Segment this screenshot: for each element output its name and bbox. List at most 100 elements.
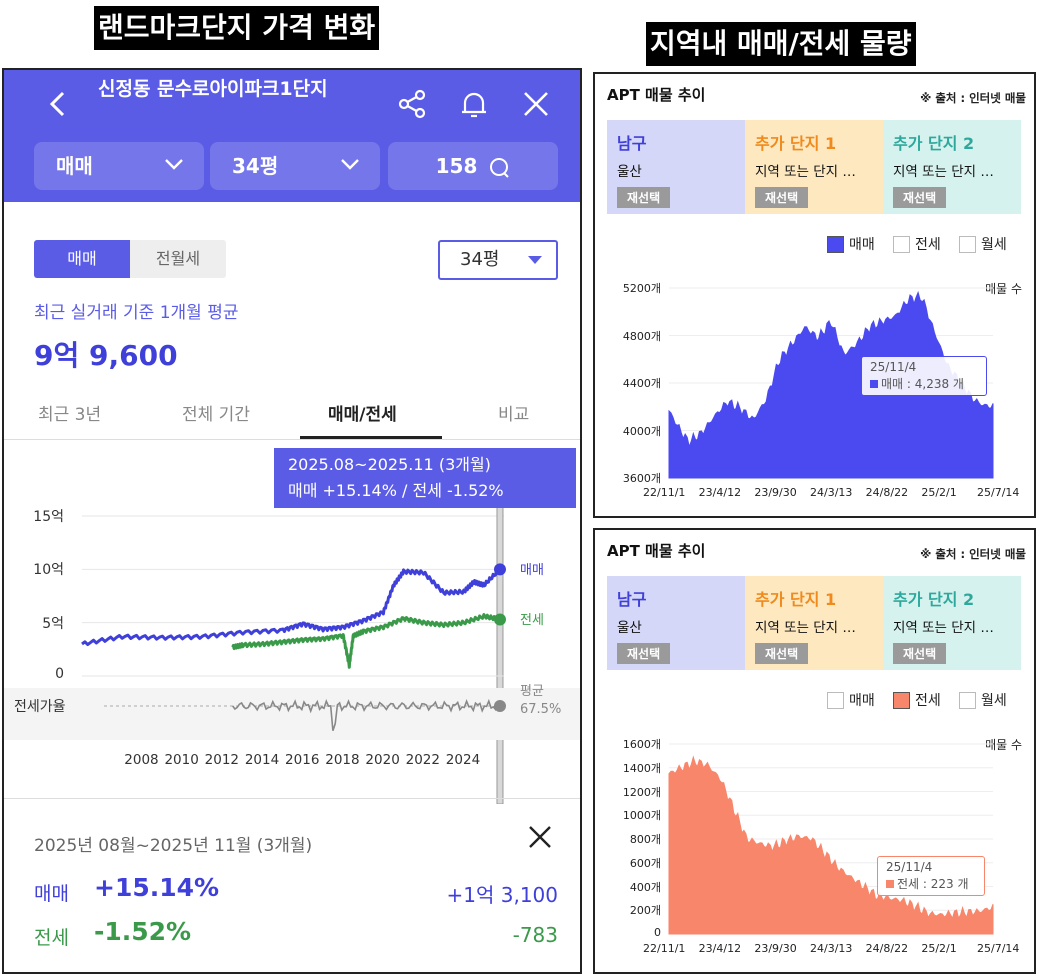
- trade-type-value: 매매: [56, 154, 93, 178]
- y-tick-label: 3600개: [622, 472, 661, 485]
- panel-title: APT 매물 추이: [607, 86, 706, 104]
- trade-type-select[interactable]: 매매: [34, 142, 204, 190]
- tab-sale-rent[interactable]: 매매/전세: [328, 405, 397, 425]
- x-tick-label: 25/7/14: [977, 942, 1020, 955]
- legend-checkbox[interactable]: [959, 691, 976, 709]
- x-tick-label: 22/11/1: [643, 942, 686, 955]
- region-cell-title: 남구: [617, 590, 647, 609]
- y-axis-label: 매물 수: [985, 282, 1022, 296]
- x-tick-label: 2020: [365, 752, 400, 768]
- legend-1[interactable]: 전세: [893, 234, 941, 254]
- comments-button[interactable]: 158: [388, 142, 558, 190]
- summary-rent-amount: -783: [512, 923, 558, 947]
- legend-checkbox[interactable]: [893, 235, 910, 253]
- reselect-button[interactable]: 재선택: [893, 643, 947, 664]
- chart-cursor: [496, 503, 504, 804]
- legend-2[interactable]: 월세: [959, 234, 1007, 254]
- avg-price: 9억 9,600: [34, 339, 178, 372]
- reselect-button[interactable]: 재선택: [617, 643, 671, 664]
- ratio-end-point: [493, 700, 506, 712]
- summary-sale-label: 매매: [34, 883, 69, 905]
- reselect-button[interactable]: 재선택: [755, 187, 809, 208]
- add-complex-1-cell-sub: 지역 또는 단지 …: [755, 164, 856, 180]
- tooltip-swatch: [870, 380, 878, 388]
- summary-rent-label: 전세: [34, 927, 69, 949]
- legend-checkbox[interactable]: [827, 691, 844, 709]
- close-icon[interactable]: [516, 84, 556, 124]
- size-select[interactable]: 34평: [210, 142, 380, 190]
- x-tick-label: 22/11/1: [643, 486, 686, 499]
- tab-compare[interactable]: 비교: [498, 405, 530, 425]
- rent-price-line: [231, 613, 501, 669]
- rent-listing-panel: APT 매물 추이 ※ 출처 : 인터넷 매물 남구 울산 재선택 추가 단지 1 지역 또…: [593, 528, 1036, 974]
- x-tick-label: 2012: [204, 752, 240, 768]
- summary-rent-pct: -1.52%: [94, 917, 192, 946]
- y-tick-label: 800개: [629, 833, 661, 846]
- size-dropdown[interactable]: 34평: [438, 240, 558, 280]
- tooltip-swatch: [886, 880, 894, 888]
- tooltip-period: 2025.08~2025.11 (3개월): [288, 455, 491, 474]
- close-summary-icon[interactable]: [528, 825, 556, 853]
- apartment-price-app: 신정동 문수로아이파크1단지 매매 34평 158 매매 전월세 34평 최근 …: [2, 68, 582, 974]
- tooltip-value: 전세 : 223 개: [897, 877, 969, 891]
- x-tick-label: 24/3/13: [810, 942, 853, 955]
- tooltip-change: 매매 +15.14% / 전세 -1.52%: [288, 481, 504, 500]
- chevron-down-icon: [341, 159, 359, 170]
- reselect-button[interactable]: 재선택: [755, 643, 809, 664]
- add-complex-1-cell-title: 추가 단지 1: [755, 590, 837, 609]
- tab-recent-3y[interactable]: 최근 3년: [38, 405, 102, 425]
- legend-checkbox[interactable]: [959, 235, 976, 253]
- tooltip-date: 25/11/4: [870, 360, 917, 374]
- legend-1[interactable]: 전세: [893, 690, 941, 710]
- x-tick-label: 24/8/22: [865, 942, 909, 955]
- sale-price-line-label: 매매: [520, 563, 544, 579]
- add-complex-2-cell-sub: 지역 또는 단지 …: [893, 164, 994, 180]
- y-tick-label: 0: [55, 666, 64, 682]
- y-tick-label: 4400개: [622, 377, 661, 390]
- rent-price-line-end-point: [493, 613, 506, 626]
- reselect-button[interactable]: 재선택: [893, 187, 947, 208]
- bell-icon[interactable]: [454, 84, 494, 124]
- segment-rent[interactable]: 전월세: [130, 240, 226, 278]
- period-summary: 2025년 08월~2025년 11월 (3개월) 매매 +15.14% +1억…: [4, 798, 580, 972]
- reselect-button[interactable]: 재선택: [617, 187, 671, 208]
- sale-listing-panel: APT 매물 추이 ※ 출처 : 인터넷 매물 남구 울산 재선택 추가 단지 1 지역 또…: [593, 72, 1036, 518]
- legend-checkbox[interactable]: [827, 235, 844, 253]
- legend-0[interactable]: 매매: [827, 690, 875, 710]
- legend-0[interactable]: 매매: [827, 234, 875, 254]
- add-complex-1-cell-sub: 지역 또는 단지 …: [755, 620, 856, 636]
- source-note: ※ 출처 : 인터넷 매물: [920, 91, 1026, 105]
- page-title: 신정동 문수로아이파크1단지: [98, 78, 328, 100]
- summary-sale-amount: +1억 3,100: [446, 883, 559, 907]
- legend-checkbox[interactable]: [893, 691, 910, 709]
- x-tick-label: 23/4/12: [698, 486, 742, 499]
- y-tick-label: 600개: [629, 856, 661, 870]
- tooltip-date: 25/11/4: [886, 860, 933, 874]
- add-complex-2-cell-sub: 지역 또는 단지 …: [893, 620, 994, 636]
- x-tick-label: 23/4/12: [698, 942, 742, 955]
- tooltip-value-row: 전세 : 223 개: [886, 876, 976, 893]
- region-cell: 남구 울산 재선택: [607, 120, 745, 214]
- y-tick-label: 200개: [629, 904, 661, 918]
- summary-period: 2025년 08월~2025년 11월 (3개월): [34, 836, 313, 856]
- x-tick-label: 25/2/1: [921, 486, 957, 499]
- ratio-avg-value: 67.5%: [520, 702, 562, 717]
- summary-sale-pct: +15.14%: [94, 873, 220, 902]
- share-icon[interactable]: [392, 84, 432, 124]
- region-cell: 남구 울산 재선택: [607, 576, 745, 670]
- y-tick-label: 15억: [33, 509, 64, 525]
- y-tick-label: 4000개: [622, 424, 661, 438]
- size-value: 34평: [232, 154, 279, 178]
- x-tick-label: 2022: [405, 752, 440, 768]
- segment-sale[interactable]: 매매: [34, 240, 130, 278]
- tab-all-period[interactable]: 전체 기간: [182, 405, 250, 425]
- legend-label: 월세: [981, 237, 1007, 253]
- sale-price-line-end-point: [493, 563, 506, 576]
- legend-label: 월세: [981, 693, 1007, 709]
- y-tick-label: 5200개: [622, 282, 661, 295]
- add-complex-2-cell: 추가 단지 2 지역 또는 단지 … 재선택: [883, 120, 1021, 214]
- legend-2[interactable]: 월세: [959, 690, 1007, 710]
- y-tick-label: 1200개: [622, 785, 661, 799]
- legend-label: 전세: [915, 693, 941, 709]
- back-icon[interactable]: [38, 84, 78, 124]
